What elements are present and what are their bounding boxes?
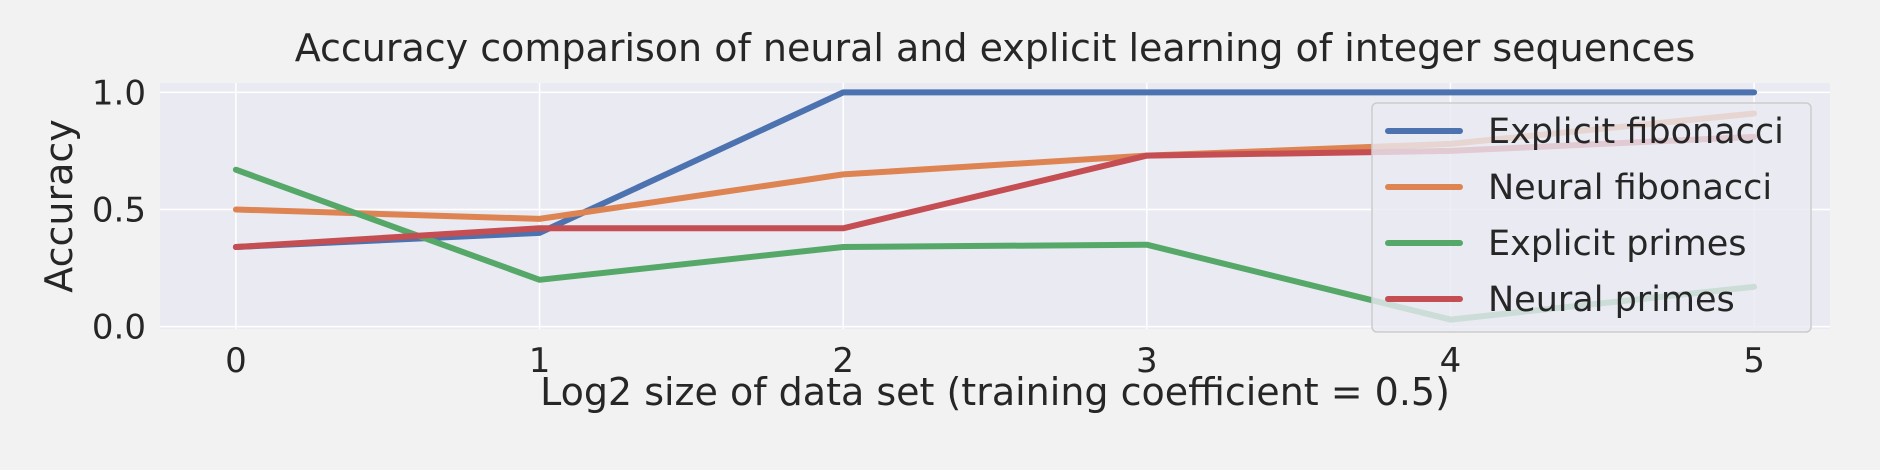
chart-title: Accuracy comparison of neural and explic… — [295, 26, 1696, 70]
y-tick-label: 1.0 — [92, 73, 146, 113]
y-tick-label: 0.0 — [92, 308, 146, 348]
legend: Explicit fibonacci Neural fibonacci Explic… — [1371, 102, 1812, 333]
x-tick-label: 5 — [1743, 341, 1765, 381]
legend-label: Neural primes — [1488, 280, 1735, 320]
series-line — [232, 89, 1758, 250]
y-tick-label: 0.5 — [92, 191, 146, 231]
x-tick-label: 1 — [529, 341, 551, 381]
x-tick-label: 2 — [832, 341, 854, 381]
legend-label: Explicit fibonacci — [1488, 112, 1784, 152]
legend-label: Neural fibonacci — [1488, 168, 1772, 208]
x-tick-label: 0 — [225, 341, 247, 381]
legend-box — [1371, 102, 1812, 333]
legend-label: Explicit primes — [1488, 224, 1747, 264]
y-tick-labels: 0.0 0.5 1.0 — [92, 73, 146, 347]
x-axis-label: Log2 size of data set (training coeffici… — [540, 370, 1450, 414]
x-tick-labels: 0 1 2 3 4 5 — [225, 341, 1765, 381]
x-tick-label: 3 — [1136, 341, 1158, 381]
x-tick-label: 4 — [1440, 341, 1462, 381]
y-axis-label: Accuracy — [37, 119, 81, 293]
